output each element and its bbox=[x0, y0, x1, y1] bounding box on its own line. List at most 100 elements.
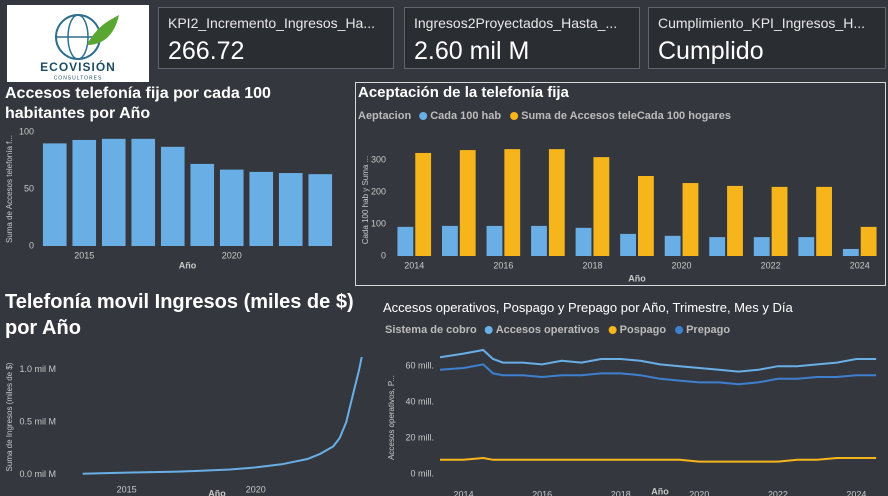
line bbox=[439, 363, 877, 386]
x-tick-label: 2022 bbox=[761, 260, 781, 270]
x-tick-label: 2020 bbox=[672, 260, 692, 270]
chart-title: Aceptación de la telefonía fija bbox=[358, 84, 569, 101]
x-tick-label: 2020 bbox=[246, 484, 266, 494]
chart-panel bbox=[355, 82, 886, 286]
bar bbox=[753, 237, 770, 256]
bar bbox=[278, 173, 303, 246]
y-axis-label: Accesos operativos, P... bbox=[387, 375, 396, 460]
bar bbox=[504, 149, 521, 256]
y-tick-label: 100 bbox=[19, 126, 34, 136]
kpi-value: Cumplido bbox=[658, 37, 764, 65]
legend-marker bbox=[510, 112, 519, 120]
legend-label: Suma de Accesos teleCada 100 hogares bbox=[521, 110, 731, 122]
bar bbox=[72, 139, 97, 246]
legend-label: Prepago bbox=[686, 324, 730, 336]
line bbox=[439, 348, 877, 373]
legend-marker bbox=[608, 326, 617, 334]
x-tick-label: 2016 bbox=[532, 489, 552, 496]
x-tick-label: 2014 bbox=[454, 489, 474, 496]
x-tick-label: 2018 bbox=[582, 260, 602, 270]
y-tick-label: 0.0 mil M bbox=[19, 469, 56, 479]
bar bbox=[219, 169, 244, 246]
x-tick-label: 2015 bbox=[74, 250, 94, 260]
bar bbox=[160, 146, 185, 246]
logo-name: ECOVISIÓN bbox=[40, 59, 116, 74]
x-tick-label: 2020 bbox=[689, 489, 709, 496]
bar bbox=[682, 183, 699, 256]
y-axis-label: Suma de Accesos telefonía f... bbox=[5, 135, 14, 243]
x-tick-label: 2018 bbox=[611, 489, 631, 496]
x-tick-label: 2024 bbox=[846, 489, 866, 496]
bar bbox=[709, 237, 726, 256]
x-tick-label: 2020 bbox=[222, 250, 242, 260]
y-tick-label: 50 bbox=[24, 183, 34, 193]
bar bbox=[42, 143, 67, 246]
line bbox=[82, 356, 363, 475]
kpi-card: Cumplimiento_KPI_Ingresos_H... Cumplido bbox=[648, 7, 886, 69]
logo-tagline: CONSULTORES bbox=[54, 75, 103, 81]
chart-title: Accesos telefonía fija por cada 100 habi… bbox=[5, 85, 271, 122]
y-axis-label: Suma de Ingresos (miles de $) bbox=[5, 362, 14, 471]
legend-marker bbox=[484, 326, 493, 334]
bar bbox=[575, 227, 592, 256]
kpi-label: Ingresos2Proyectados_Hasta_... bbox=[414, 15, 618, 31]
y-axis-label: Cada 100 hab y Suma ... bbox=[361, 156, 370, 245]
x-tick-label: 2014 bbox=[404, 260, 424, 270]
x-tick-label: 2015 bbox=[117, 484, 137, 494]
chart-title: Telefonía movil Ingresos (miles de $) po… bbox=[5, 291, 354, 339]
y-tick-label: 200 bbox=[371, 186, 386, 196]
x-axis-label: Año bbox=[651, 486, 669, 496]
legend-title: Sistema de cobro bbox=[385, 324, 477, 336]
y-tick-label: 100 bbox=[371, 218, 386, 228]
y-tick-label: 40 mill. bbox=[405, 397, 434, 407]
bar bbox=[101, 138, 126, 246]
kpi-card: Ingresos2Proyectados_Hasta_... 2.60 mil … bbox=[404, 7, 640, 69]
kpi-value: 266.72 bbox=[168, 37, 245, 65]
y-tick-label: 0 bbox=[29, 240, 34, 250]
x-tick-label: 2022 bbox=[768, 489, 788, 496]
x-axis-label: Año bbox=[208, 488, 226, 496]
logo-art: ECOVISIÓN CONSULTORES bbox=[40, 14, 119, 81]
bar bbox=[771, 186, 788, 256]
logo: ECOVISIÓN CONSULTORES bbox=[7, 5, 149, 82]
bar bbox=[860, 226, 877, 256]
legend-label: Cada 100 hab bbox=[430, 110, 501, 122]
bar bbox=[664, 235, 681, 256]
y-tick-label: 0 bbox=[381, 250, 386, 260]
bar bbox=[798, 237, 815, 256]
legend-marker bbox=[419, 112, 428, 120]
leaf bbox=[87, 15, 119, 45]
bar bbox=[593, 157, 610, 256]
y-tick-label: 0 mill. bbox=[410, 469, 434, 479]
bar bbox=[415, 152, 432, 256]
bar bbox=[638, 176, 654, 256]
y-tick-label: 20 mill. bbox=[405, 433, 434, 443]
bar bbox=[548, 149, 565, 256]
y-tick-label: 60 mill. bbox=[405, 361, 434, 371]
bar bbox=[397, 226, 414, 256]
x-tick-label: 2016 bbox=[493, 260, 513, 270]
kpi-label: Cumplimiento_KPI_Ingresos_H... bbox=[658, 15, 865, 31]
bar bbox=[486, 225, 503, 256]
kpi-label: KPI2_Incremento_Ingresos_Ha... bbox=[168, 15, 376, 31]
line bbox=[440, 456, 877, 463]
y-tick-label: 1.0 mil M bbox=[19, 364, 56, 374]
bar bbox=[459, 150, 476, 256]
bar bbox=[842, 248, 859, 256]
bar bbox=[531, 225, 547, 256]
x-axis-label: Año bbox=[179, 260, 197, 270]
kpi-value: 2.60 mil M bbox=[414, 37, 530, 65]
legend-marker bbox=[675, 326, 684, 334]
bar bbox=[442, 225, 458, 256]
kpi-card: KPI2_Incremento_Ingresos_Ha... 266.72 bbox=[158, 7, 394, 69]
legend-label: Pospago bbox=[620, 324, 667, 336]
x-axis-label: Año bbox=[628, 273, 646, 283]
x-tick-label: 2024 bbox=[850, 260, 870, 270]
bar bbox=[308, 174, 333, 246]
legend-title: Aeptacion bbox=[358, 110, 411, 122]
chart-title: Accesos operativos, Pospago y Prepago po… bbox=[383, 300, 793, 315]
bar bbox=[190, 163, 215, 246]
y-tick-label: 300 bbox=[371, 154, 386, 164]
